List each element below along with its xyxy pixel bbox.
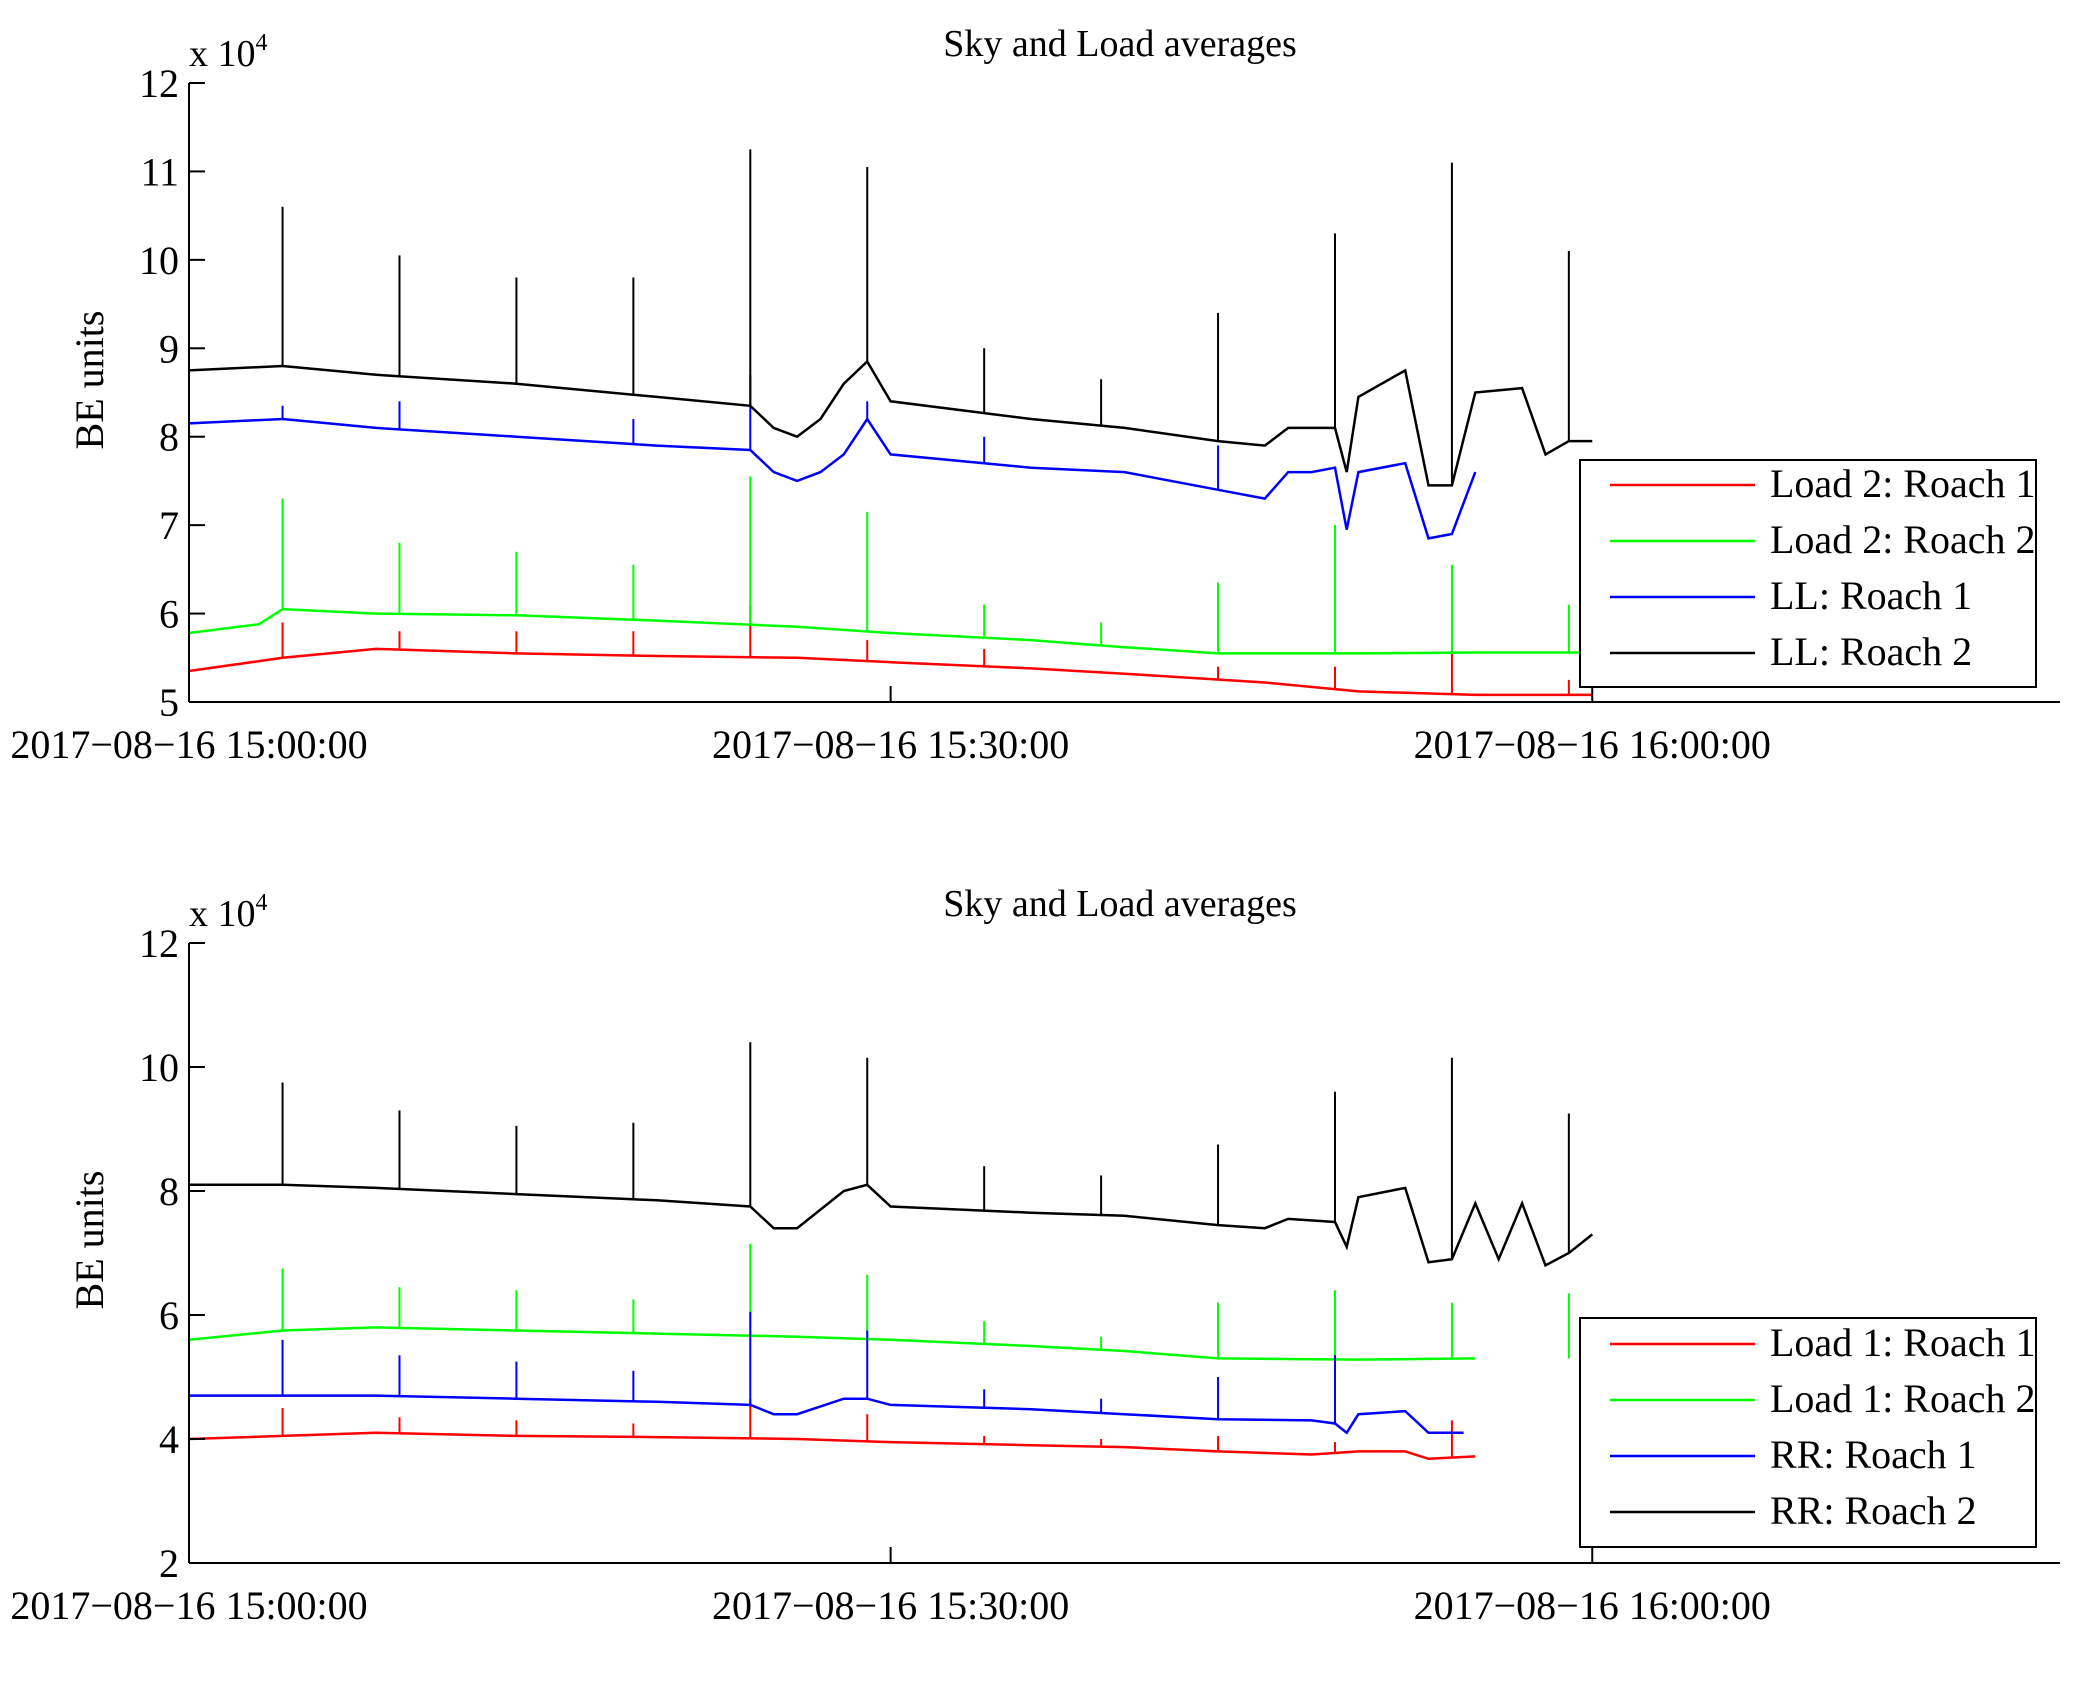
y-tick-label: 2 [159, 1541, 179, 1586]
series-line [189, 1183, 1594, 1268]
y-axis-label: BE units [67, 311, 112, 450]
y-tick-label: 6 [159, 1293, 179, 1338]
series-line [188, 607, 1593, 655]
y-ticks: 5 6 7 8 9 10 11 12 [139, 61, 205, 725]
legend-label: LL: Roach 1 [1770, 573, 1972, 618]
y-tick-label: 11 [140, 149, 179, 194]
y-multiplier-exponent: 4 [256, 30, 268, 56]
legend-label: RR: Roach 2 [1770, 1488, 1977, 1533]
y-tick-label: 4 [159, 1417, 179, 1462]
legend-label: Load 2: Roach 1 [1770, 461, 2036, 506]
y-multiplier: x 104 [189, 890, 268, 935]
y-tick-label: 12 [139, 921, 179, 966]
legend: Load 2: Roach 1 Load 2: Roach 2 LL: Roach … [1579, 459, 2037, 688]
series-line [188, 416, 1477, 540]
y-axis-label: BE units [67, 1171, 112, 1310]
legend-label: Load 1: Roach 2 [1770, 1376, 2036, 1421]
y-multiplier: x 104 [189, 30, 268, 75]
y-tick-label: 9 [159, 326, 179, 371]
series-line [188, 647, 1593, 697]
series-line [188, 1431, 1476, 1461]
x-ticks: 2017−08−16 15:00:00 2017−08−16 15:30:00 20… [10, 1547, 1771, 1628]
x-tick-label: 2017−08−16 15:30:00 [712, 1583, 1069, 1628]
legend: Load 1: Roach 1 Load 1: Roach 2 RR: Roach … [1579, 1317, 2037, 1548]
chart-title: Sky and Load averages [943, 883, 1297, 925]
x-ticks: 2017−08−16 15:00:00 2017−08−16 15:30:00 20… [10, 686, 1771, 767]
y-tick-label: 5 [159, 680, 179, 725]
y-tick-label: 6 [159, 592, 179, 637]
y-multiplier-exponent: 4 [256, 890, 268, 916]
chart-title: Sky and Load averages [943, 23, 1297, 65]
x-tick-label: 2017−08−16 16:00:00 [1414, 722, 1771, 767]
legend-label: RR: Roach 1 [1770, 1432, 1977, 1477]
y-tick-label: 12 [139, 61, 179, 106]
series-line [188, 359, 1593, 487]
y-tick-label: 10 [139, 1045, 179, 1090]
legend-label: LL: Roach 2 [1770, 629, 1972, 674]
legend-label: Load 1: Roach 1 [1770, 1320, 2036, 1365]
y-ticks: 2 4 6 8 10 12 [139, 921, 205, 1586]
y-tick-label: 7 [159, 503, 179, 548]
chart-bottom: Sky and Load averages x 104 BE units 246… [10, 883, 2060, 1628]
x-tick-label: 2017−08−16 15:30:00 [712, 722, 1069, 767]
y-tick-label: 10 [139, 238, 179, 283]
y-multiplier-base: x 10 [189, 893, 256, 935]
axes [188, 943, 2060, 1564]
x-tick-label: 2017−08−16 15:00:00 [10, 1583, 367, 1628]
x-tick-label: 2017−08−16 15:00:00 [10, 722, 367, 767]
plot-area [188, 149, 1593, 697]
chart-top: Sky and Load averages x 104 BE units 5 6 7… [10, 23, 2060, 767]
y-tick-label: 8 [159, 1169, 179, 1214]
y-tick-label: 8 [159, 415, 179, 460]
legend-box [1579, 1317, 2037, 1548]
series-line [188, 1326, 1476, 1361]
x-tick-label: 2017−08−16 16:00:00 [1414, 1583, 1771, 1628]
plot-area [188, 1042, 1594, 1461]
series-line [189, 1394, 1464, 1435]
axes [188, 83, 2060, 703]
legend-label: Load 2: Roach 2 [1770, 517, 2036, 562]
legend-box [1579, 459, 2037, 688]
y-multiplier-base: x 10 [189, 33, 256, 75]
